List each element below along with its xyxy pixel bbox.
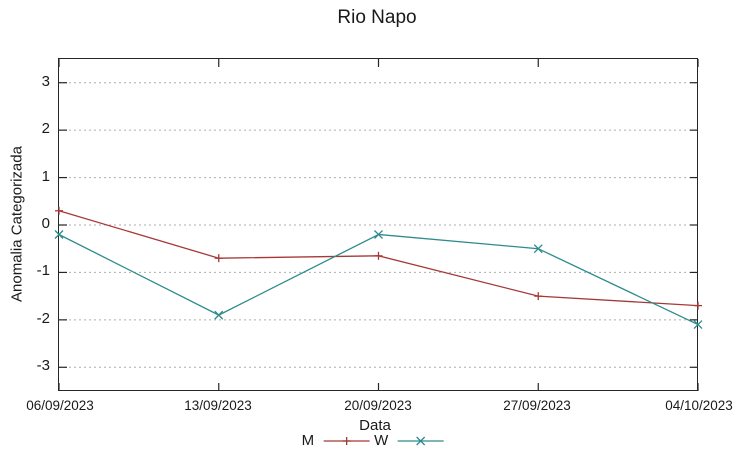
legend-sample-cross-icon [397, 436, 444, 445]
xtick-label-3: 20/09/2023 [344, 398, 412, 413]
xtick-label-2: 13/09/2023 [184, 398, 252, 413]
xtick-label-5: 04/10/2023 [665, 398, 733, 413]
ytick-label-2: 2 [41, 120, 50, 137]
x-axis-label: Data [359, 417, 391, 434]
chart-title: Rio Napo [337, 7, 417, 28]
legend: M W [302, 432, 449, 449]
ytick-label-0: 0 [41, 215, 50, 232]
ytick-label-3: 3 [41, 73, 50, 90]
xtick-label-4: 27/09/2023 [503, 398, 571, 413]
legend-label-m: M [301, 432, 315, 449]
xtick-label-1: 06/09/2023 [26, 398, 94, 413]
legend-label-w: W [374, 432, 389, 449]
ytick-label-m3: -3 [36, 357, 50, 374]
plot-svg [54, 59, 703, 391]
ytick-label-m1: -1 [36, 262, 50, 279]
ytick-label-m2: -2 [36, 310, 50, 327]
plot-area [54, 58, 703, 391]
ytick-label-1: 1 [41, 168, 50, 185]
legend-sample-plus-icon [323, 436, 370, 445]
